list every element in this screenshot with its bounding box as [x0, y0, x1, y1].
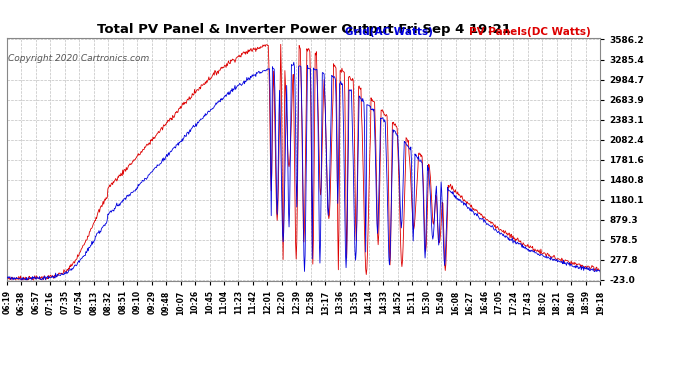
Text: Grid(AC Watts): Grid(AC Watts)	[345, 27, 433, 37]
Text: PV Panels(DC Watts): PV Panels(DC Watts)	[469, 27, 591, 37]
Text: Copyright 2020 Cartronics.com: Copyright 2020 Cartronics.com	[8, 54, 150, 63]
Title: Total PV Panel & Inverter Power Output Fri Sep 4 19:21: Total PV Panel & Inverter Power Output F…	[97, 23, 511, 36]
